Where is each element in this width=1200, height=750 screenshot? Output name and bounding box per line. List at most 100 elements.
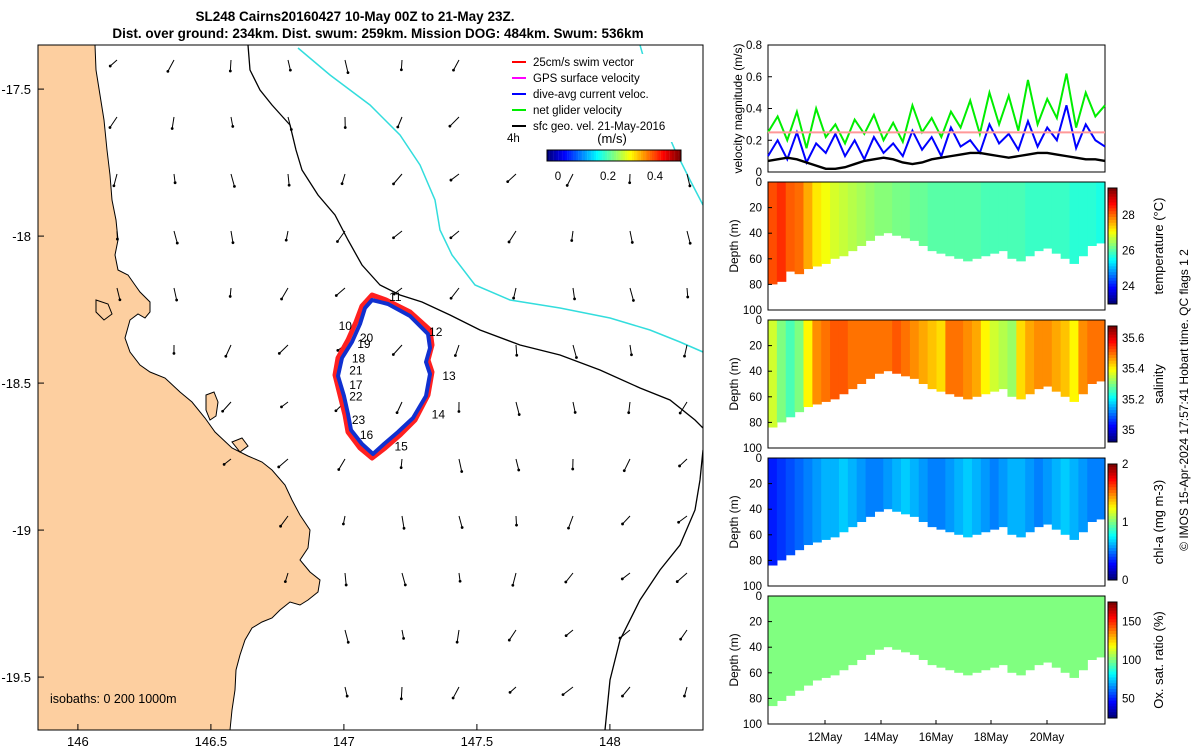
geo-vector-head (166, 69, 170, 73)
colorbar-frame (1107, 601, 1118, 719)
geo-vector-head (173, 181, 177, 185)
geo-vector (393, 287, 403, 295)
profile-column (847, 182, 858, 252)
geo-vector (622, 686, 631, 697)
colorbar-segment (593, 150, 597, 161)
geo-vector-head (340, 182, 344, 186)
colorbar-segment (1108, 243, 1117, 247)
colorbar-segment (587, 150, 590, 161)
profile-column (998, 320, 1009, 390)
geo-vector (278, 458, 289, 468)
day-label: 17 (349, 378, 363, 392)
colorbar-segment (1108, 193, 1117, 198)
geo-vector (686, 173, 691, 186)
colorbar-segment (662, 150, 666, 161)
colorbar-segment (591, 150, 594, 161)
profile-column (821, 182, 831, 264)
geo-vector (571, 230, 574, 241)
colorbar-segment (1108, 691, 1117, 696)
profile-column (785, 320, 796, 418)
profile-column (954, 596, 964, 673)
profile-column (1060, 320, 1071, 397)
legend-label: 25cm/s swim vector (533, 57, 634, 69)
speed-colorbar (546, 149, 682, 162)
depth-tick-label: 80 (749, 555, 762, 567)
geo-vector (623, 458, 631, 471)
profile-column (1042, 320, 1053, 387)
geo-vector (684, 344, 688, 357)
day-label: 12 (429, 325, 443, 339)
velocity-ytick-label: 0.4 (746, 104, 763, 116)
geo-vector (683, 686, 688, 697)
profile-column (1016, 458, 1026, 538)
colorbar-segment (600, 150, 603, 161)
geo-vector (449, 116, 460, 127)
profile-column (803, 320, 813, 408)
geo-vector (167, 59, 175, 72)
colorbar-segment (1108, 475, 1117, 479)
colorbar-label: temperature (°C) (1151, 198, 1166, 295)
colorbar-segment (1108, 231, 1117, 235)
colorbar-segment (658, 150, 661, 161)
geo-vector (454, 344, 460, 356)
colorbar-segment (1108, 298, 1117, 302)
geo-vector (676, 572, 688, 582)
geo-vector (173, 287, 178, 301)
colorbar-segment (1108, 234, 1117, 238)
profile-column (856, 458, 867, 522)
geo-vector (337, 230, 346, 242)
geo-vector-head (336, 240, 339, 243)
colorbar-segment (602, 150, 606, 161)
geo-vector-head (573, 411, 577, 414)
profile-column (927, 458, 938, 528)
day-label: 18 (352, 352, 366, 366)
glider-track-red (332, 292, 435, 461)
colorbar-segment (1108, 516, 1117, 520)
geo-vector-head (403, 583, 407, 587)
colorbar-segment (1108, 269, 1117, 273)
geo-vector (450, 230, 460, 239)
geo-vector-head (108, 64, 112, 68)
profile-column (901, 320, 911, 377)
geo-vector-head (343, 126, 347, 129)
profile-column (901, 458, 911, 515)
colorbar-segment (1108, 326, 1117, 330)
date-tick-label: 12May (808, 732, 843, 744)
colorbar-segment (1108, 709, 1117, 713)
colorbar-segment (1108, 568, 1117, 572)
profile-column (776, 320, 787, 423)
colorbar-segment (1108, 703, 1117, 707)
colorbar-segment (1108, 334, 1117, 339)
colorbar-segment (1108, 295, 1117, 299)
geo-vector-head (391, 353, 395, 356)
colorbar-segment (1108, 254, 1117, 259)
geo-vector (629, 230, 633, 243)
colorbar-segment (1108, 260, 1117, 264)
colorbar-segment (638, 150, 641, 161)
profile-frame (767, 457, 1106, 587)
profile-column (1087, 182, 1097, 246)
profile-column (821, 458, 831, 540)
geo-vector-head (277, 465, 281, 469)
colorbar-segment (1108, 706, 1117, 710)
colorbar-segment (1108, 613, 1117, 617)
profile-column (1087, 320, 1097, 384)
profile-column (1060, 458, 1071, 535)
profile-column (865, 596, 876, 655)
geo-vector-head (620, 577, 624, 581)
geo-vector-head (508, 690, 512, 694)
geo-vector-head (280, 297, 283, 301)
depth-tick-label: 60 (749, 254, 762, 266)
velocity-ytick-label: 0.6 (746, 72, 762, 84)
colorbar-segment (1108, 381, 1117, 385)
map-ytick-label: -18 (12, 229, 31, 244)
profile-column (1078, 596, 1088, 671)
colorbar-segment (1108, 671, 1117, 675)
colorbar-segment (582, 150, 586, 161)
profile-column (1078, 182, 1088, 257)
colorbar-segment (613, 150, 617, 161)
colorbar-segment (578, 150, 581, 161)
geo-vector (113, 173, 118, 186)
colorbar-segment (627, 150, 630, 161)
